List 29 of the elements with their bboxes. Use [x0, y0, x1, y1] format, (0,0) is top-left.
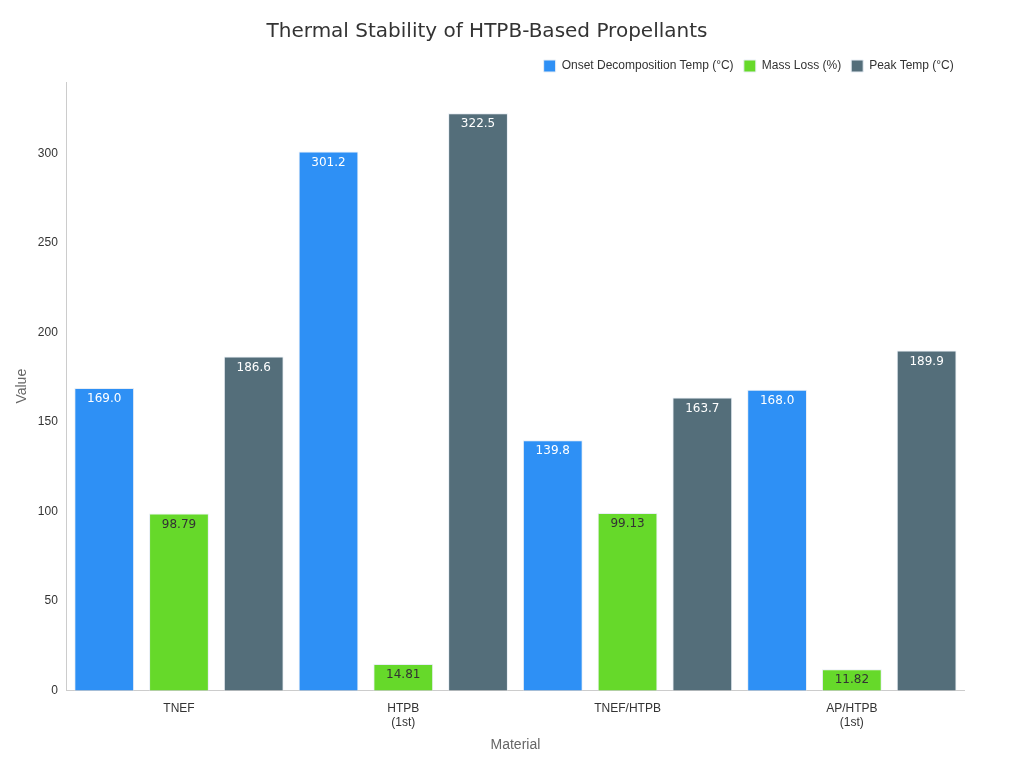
chart-title: Thermal Stability of HTPB-Based Propellants — [265, 18, 708, 43]
y-tick-label: 50 — [44, 593, 59, 608]
x-tick-label: TNEF/HTPB — [594, 700, 661, 715]
y-tick-label: 200 — [37, 324, 59, 339]
data-label: 168.0 — [759, 392, 795, 407]
y-tick-label: 300 — [37, 145, 59, 160]
data-label: 169.0 — [87, 391, 122, 406]
y-tick-label: 0 — [51, 682, 59, 697]
data-label: 98.79 — [161, 516, 197, 531]
data-label: 186.6 — [236, 359, 271, 374]
data-label: 301.2 — [311, 154, 346, 169]
legend-label: Peak Temp (°C) — [869, 58, 954, 73]
x-tick-label: HTPB (1st) — [387, 700, 420, 730]
x-tick-label: TNEF — [163, 700, 195, 715]
legend-label: Mass Loss (%) — [761, 58, 842, 73]
data-label: 139.8 — [535, 443, 570, 458]
y-axis-title: Value — [13, 368, 30, 404]
y-tick-label: 150 — [37, 414, 59, 429]
data-label: 99.13 — [610, 516, 645, 531]
data-label: 189.9 — [909, 353, 944, 368]
data-label: 11.82 — [834, 672, 870, 687]
x-tick-label: AP/HTPB (1st) — [826, 700, 878, 730]
x-axis-title: Material — [490, 736, 541, 753]
data-label: 14.81 — [386, 667, 421, 682]
y-tick-label: 250 — [37, 235, 59, 250]
data-label: 322.5 — [460, 116, 496, 131]
y-tick-label: 100 — [37, 503, 59, 518]
data-label: 163.7 — [685, 400, 720, 415]
legend-label: Onset Decomposition Temp (°C) — [561, 58, 734, 73]
